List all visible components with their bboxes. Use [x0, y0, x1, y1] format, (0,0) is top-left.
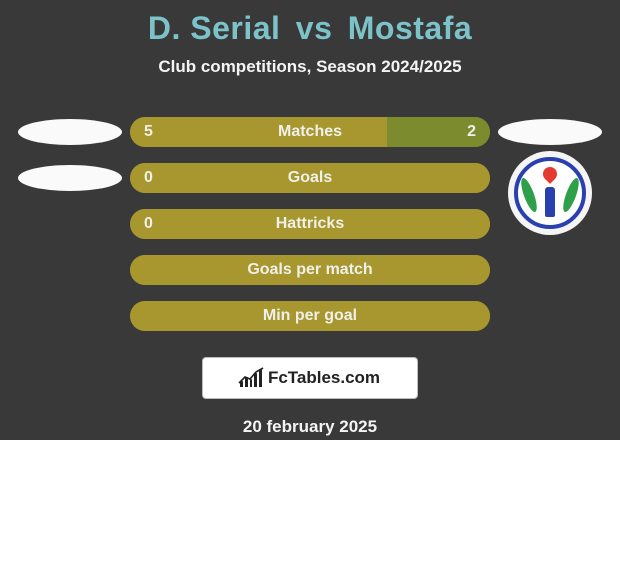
comparison-row: Hattricks0 — [10, 201, 610, 247]
right-side-cell — [490, 201, 610, 247]
brand-box: FcTables.com — [202, 357, 418, 399]
comparison-row: Goals per match — [10, 247, 610, 293]
stat-bar: Goals0 — [130, 163, 490, 193]
left-side-cell — [10, 293, 130, 339]
right-side-cell — [490, 293, 610, 339]
stat-bar-left-value: 5 — [144, 123, 153, 141]
comparison-row: Min per goal — [10, 293, 610, 339]
right-side-cell — [490, 155, 610, 201]
stat-bar-left-value: 0 — [144, 169, 153, 187]
right-side-cell — [490, 247, 610, 293]
date-text: 20 february 2025 — [0, 417, 620, 437]
stat-bar-right-value: 2 — [467, 123, 476, 141]
stat-bar: Hattricks0 — [130, 209, 490, 239]
comparison-row: Goals0 — [10, 155, 610, 201]
stat-bar: Min per goal — [130, 301, 490, 331]
right-club-ellipse-icon — [498, 119, 602, 145]
page-title: D. Serial vs Mostafa — [0, 10, 620, 47]
title-vs: vs — [296, 10, 333, 46]
stat-bar-label: Min per goal — [130, 307, 490, 325]
right-side-cell — [490, 109, 610, 155]
left-club-ellipse-icon — [18, 119, 122, 145]
left-side-cell — [10, 155, 130, 201]
stat-bar-label: Goals per match — [130, 261, 490, 279]
left-side-cell — [10, 247, 130, 293]
content: D. Serial vs Mostafa Club competitions, … — [0, 0, 620, 437]
stat-bar-label: Hattricks — [130, 215, 490, 233]
comparison-row: Matches5 2 — [10, 109, 610, 155]
subtitle: Club competitions, Season 2024/2025 — [0, 57, 620, 77]
left-side-cell — [10, 201, 130, 247]
stat-bar-left-value: 0 — [144, 215, 153, 233]
background-bottom — [0, 440, 620, 580]
left-club-ellipse-icon — [18, 165, 122, 191]
stat-bar: Goals per match — [130, 255, 490, 285]
title-player1: D. Serial — [148, 10, 281, 46]
title-player2: Mostafa — [348, 10, 472, 46]
brand-chart-line-icon — [238, 367, 264, 385]
comparison-rows: Matches52Goals0Hattricks0Goals per match… — [0, 109, 620, 339]
brand-chart-icon — [240, 369, 262, 387]
stat-bar: Matches5 2 — [130, 117, 490, 147]
left-side-cell — [10, 109, 130, 155]
stat-bar-label: Goals — [130, 169, 490, 187]
brand-text: FcTables.com — [268, 368, 380, 388]
stat-bar-label: Matches — [130, 123, 490, 141]
